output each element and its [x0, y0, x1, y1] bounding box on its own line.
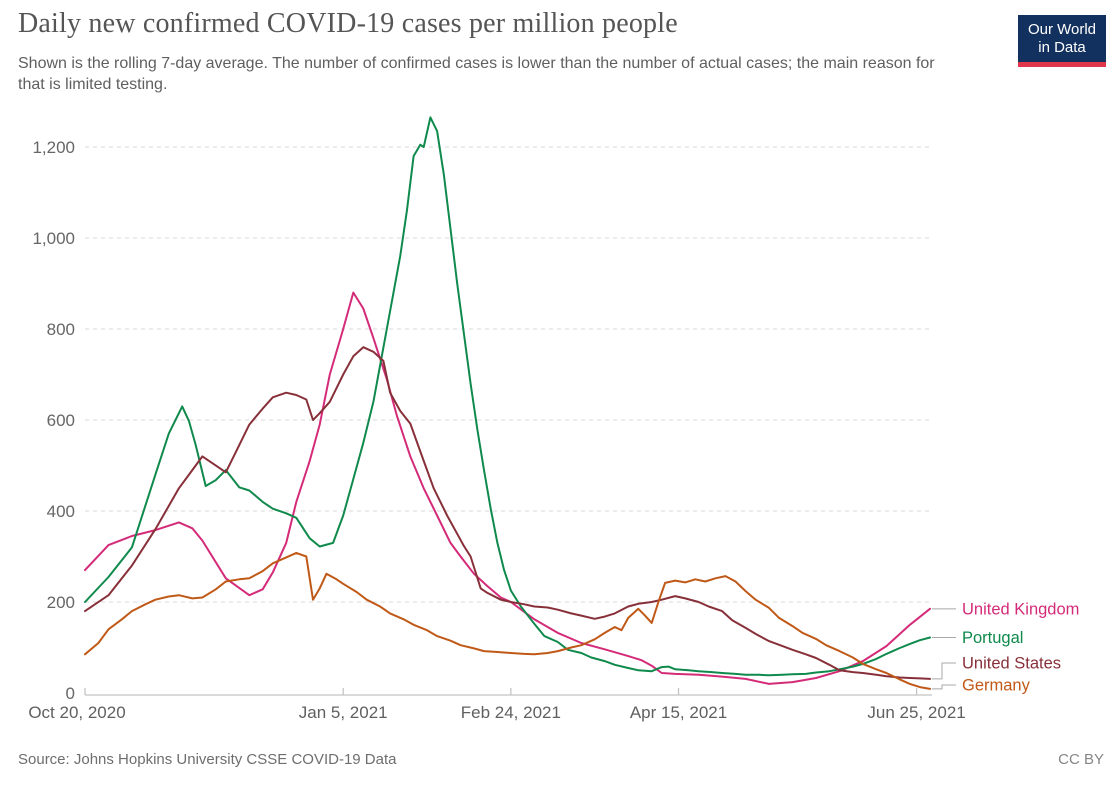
- legend-label-portugal[interactable]: Portugal: [962, 629, 1023, 647]
- series-line-germany[interactable]: [84, 551, 931, 690]
- x-tick-label-3: Apr 15, 2021: [630, 703, 727, 722]
- series-line-portugal[interactable]: [84, 116, 931, 677]
- series-line-united-states[interactable]: [84, 346, 931, 680]
- source-text: Source: Johns Hopkins University CSSE CO…: [18, 751, 397, 768]
- license-text: CC BY: [1058, 751, 1104, 768]
- chart-subtitle: Shown is the rolling 7-day average. The …: [18, 55, 935, 93]
- y-tick-label-200: 200: [47, 593, 75, 612]
- owid-logo[interactable]: Our World in Data: [1018, 15, 1106, 67]
- y-tick-label-0: 0: [66, 684, 75, 703]
- x-tick-label-4: Jun 25, 2021: [867, 703, 965, 722]
- y-tick-label-400: 400: [47, 502, 75, 521]
- legend-connector-germany: [932, 684, 956, 690]
- y-tick-label-600: 600: [47, 411, 75, 430]
- legend-connector-united-states: [932, 662, 956, 680]
- owid-logo-line2: in Data: [1038, 38, 1086, 56]
- x-tick-label-2: Feb 24, 2021: [461, 703, 561, 722]
- y-tick-label-1000: 1,000: [32, 229, 75, 248]
- legend-label-united-kingdom[interactable]: United Kingdom: [962, 600, 1079, 618]
- series-line-united-kingdom[interactable]: [84, 291, 931, 685]
- owid-logo-line1: Our World: [1027, 20, 1097, 38]
- y-tick-label-800: 800: [47, 320, 75, 339]
- x-tick-label-0: Oct 20, 2020: [28, 703, 125, 722]
- legend-label-united-states[interactable]: United States: [962, 655, 1061, 673]
- y-tick-label-1200: 1,200: [32, 138, 75, 157]
- x-tick-label-1: Jan 5, 2021: [299, 703, 388, 722]
- chart-title: Daily new confirmed COVID-19 cases per m…: [18, 8, 678, 39]
- legend-label-germany[interactable]: Germany: [962, 677, 1031, 695]
